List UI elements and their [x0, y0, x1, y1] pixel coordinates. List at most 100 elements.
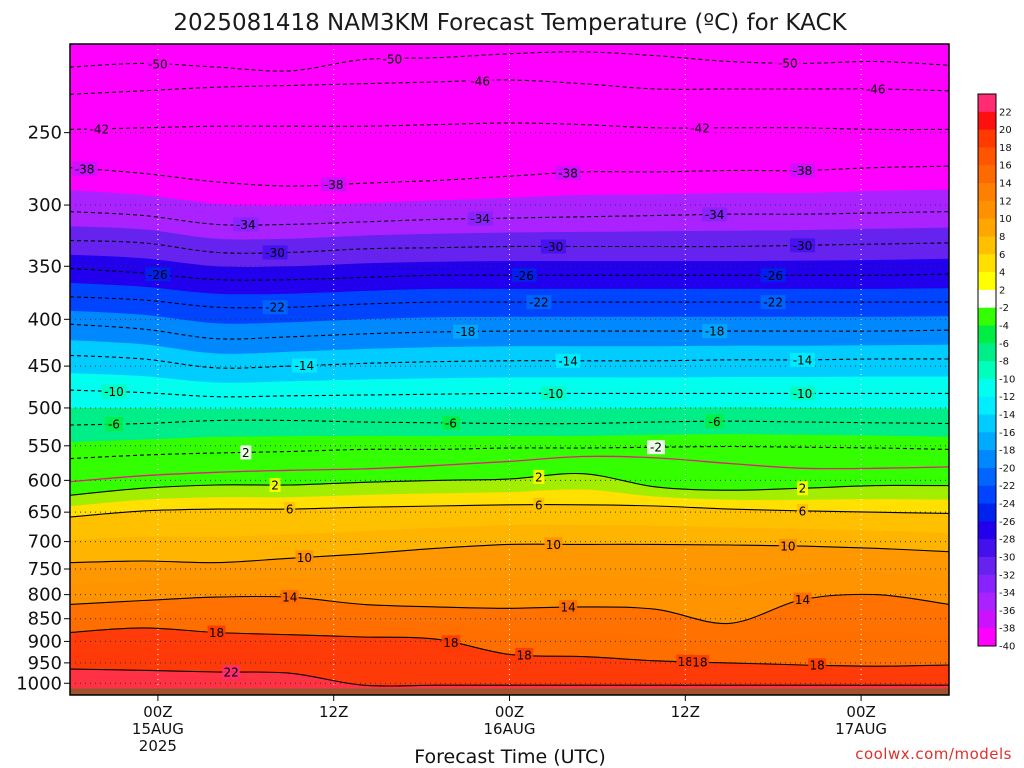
colorbar-swatch: [978, 254, 996, 273]
colorbar-swatch: [978, 343, 996, 362]
contour-label: 14: [280, 590, 299, 605]
contour-label: 6: [797, 503, 808, 518]
contour-label: -50: [145, 57, 171, 72]
colorbar-label: 6: [999, 250, 1005, 261]
contour-label-text: 18: [810, 659, 825, 673]
contour-label-text: 2: [242, 446, 250, 460]
contour-label-text: 2: [535, 470, 543, 484]
colorbar-label: -28: [999, 535, 1015, 546]
colorbar-swatch: [978, 183, 996, 202]
contour-label-text: -22: [763, 296, 783, 310]
colorbar-label: -32: [999, 570, 1015, 581]
contour-label-bg: [262, 245, 288, 260]
contour-label: -46: [863, 82, 889, 97]
contour-label: -50: [379, 51, 405, 66]
colorbar-swatch: [978, 432, 996, 451]
contour-label-bg: [797, 503, 808, 518]
colorbar-swatch: [978, 165, 996, 184]
colorbar-swatch: [978, 574, 996, 594]
contour-label-bg: [790, 386, 815, 401]
contour-label-text: 6: [799, 504, 807, 518]
contour-label: -6: [104, 417, 123, 432]
contour-label-bg: [441, 415, 460, 430]
contour-label-bg: [379, 51, 405, 66]
y-tick-label: 400: [28, 309, 62, 330]
contour-label-bg: [284, 502, 296, 517]
contour-label: -14: [291, 358, 317, 373]
contour-label-text: -50: [148, 58, 168, 72]
contour-label-bg: [863, 82, 889, 97]
contour-label: 22: [222, 665, 241, 680]
colorbar-label: 12: [999, 196, 1012, 207]
colorbar-label: -8: [999, 357, 1009, 368]
colorbar-swatch: [978, 450, 996, 469]
contour-label-bg: [647, 440, 665, 455]
colorbar-swatch: [978, 218, 996, 237]
contour-label-bg: [526, 295, 552, 310]
y-tick-label: 300: [28, 195, 62, 216]
ground-fill: [70, 688, 949, 695]
isotherm-contours: -50 -50 -50-46-46-42 -42-38-38-38 -38-34 -34-…: [70, 51, 949, 687]
y-tick-label: 250: [28, 123, 62, 144]
contour-label: -30: [540, 239, 566, 254]
contour-label: -34: [233, 217, 259, 232]
colorbar-swatch: [978, 467, 996, 487]
colorbar-swatch: [978, 521, 996, 540]
contour-label: 18: [207, 625, 226, 640]
contour-label-text: -50: [382, 52, 402, 66]
colorbar-swatch: [978, 325, 996, 344]
contour-label: 2: [240, 445, 252, 460]
colorbar-label: -10: [999, 374, 1015, 385]
contour-label-bg: [515, 647, 534, 662]
contour-label-bg: [321, 177, 347, 192]
contour-label-bg: [702, 324, 728, 339]
contour-label-text: 14: [795, 593, 810, 607]
contour-label-bg: [233, 217, 259, 232]
colorbar-swatch: [978, 147, 996, 166]
colorbar-swatch: [978, 111, 996, 131]
credit-text: coolwx.com/models: [855, 745, 1012, 763]
colorbar-label: -36: [999, 606, 1015, 617]
contour-label-text: -22: [529, 296, 549, 310]
contour-label-bg: [467, 211, 493, 226]
contour-label-bg: [295, 550, 314, 565]
x-tick-label: 00Z: [846, 703, 875, 721]
x-tick-label: 00Z: [143, 703, 172, 721]
colorbar-label: 22: [999, 107, 1012, 118]
contour-label-bg: [705, 414, 724, 429]
contour-label: 2: [269, 477, 281, 492]
contour-label-text: -26: [148, 268, 168, 282]
colorbar-swatch: [978, 610, 996, 629]
contour-label-text: -6: [709, 415, 721, 429]
temperature-fill: [70, 44, 949, 695]
contour-label: 10: [544, 537, 563, 552]
contour-label-text: -6: [108, 418, 120, 432]
colorbar-label: 16: [999, 161, 1012, 172]
contour-label-bg: [86, 121, 112, 136]
contour-label-text: -6: [445, 416, 457, 430]
contour-label: -38: [555, 165, 581, 180]
colorbar-swatch: [978, 556, 996, 576]
colorbar-label: -38: [999, 624, 1015, 635]
contour-label-text: -38: [793, 164, 813, 178]
contour-label-bg: [533, 497, 545, 512]
y-tick-label: 350: [28, 256, 62, 277]
contour-label-text: -14: [295, 359, 315, 373]
chart-title: 2025081418 NAM3KM Forecast Temperature (…: [173, 10, 847, 36]
contour-label: -38: [72, 161, 98, 176]
contour-label: 18: [515, 647, 534, 662]
contour-label-bg: [775, 56, 801, 71]
x-tick-label: 2025: [139, 737, 177, 755]
contour-label: -42: [86, 121, 112, 136]
x-tick-label: 12Z: [319, 703, 348, 721]
colorbar-swatch: [978, 378, 996, 398]
contour-label: -18: [453, 324, 479, 339]
contour-label-bg: [808, 658, 827, 673]
contour-label: -2: [647, 440, 665, 455]
y-tick-label: 600: [28, 470, 62, 491]
contour-label: 18: [676, 654, 695, 669]
isotherm--30: [70, 239, 949, 254]
contour-label: -34: [467, 211, 493, 226]
